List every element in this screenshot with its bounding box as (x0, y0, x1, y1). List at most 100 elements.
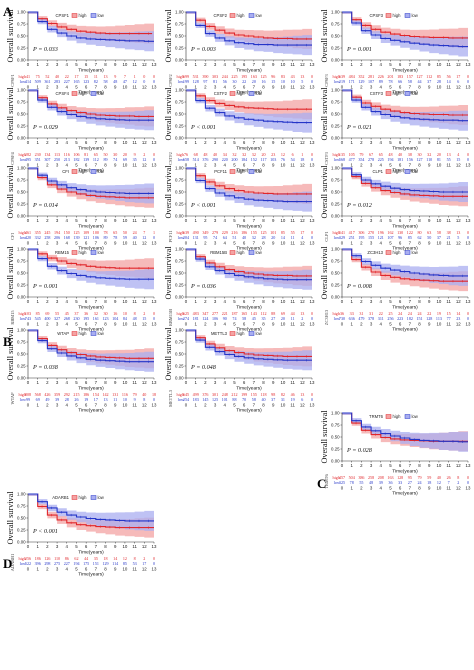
legend-gene-name: WTAP (57, 331, 69, 336)
risk-count-low: 30 (232, 79, 236, 84)
risk-count-low: 151 (93, 561, 99, 566)
risk-count-high: 52 (45, 74, 49, 79)
km-panel-cfi: 0.000.250.500.751.000 1 2 3 4 5 6 7 8 9 10 11 12 13Ti… (6, 165, 157, 252)
x-tick-label: 4 (66, 140, 69, 145)
x-tick-label: 7 (409, 140, 412, 145)
x-tick-label: 0 (27, 62, 30, 67)
risk-count-high: 541 (339, 230, 345, 235)
legend-label-high: high (393, 414, 402, 419)
risk-count-high: 154 (93, 392, 99, 397)
x-tick-label: 6 (243, 140, 246, 145)
x-tick-label: 2 (46, 140, 49, 145)
y-tick-label: 0.25 (17, 364, 26, 369)
risk-count-low: 55 (447, 157, 451, 162)
risk-x-tick-label: 5 (75, 241, 78, 246)
risk-x-tick-label: 12 (456, 322, 461, 327)
risk-count-low: 325 (339, 480, 345, 485)
y-tick-label: 0.00 (17, 540, 26, 545)
risk-count-low: 145 (202, 397, 208, 402)
risk-count-low: 376 (202, 157, 208, 162)
x-tick-label: 0 (27, 380, 30, 385)
legend-swatch-low (248, 331, 255, 336)
x-tick-label: 4 (224, 218, 227, 223)
risk-count-high: 150 (64, 230, 70, 235)
legend-label-low: low (256, 169, 263, 174)
x-tick-label: 3 (370, 299, 373, 304)
risk-x-tick-label: 10 (122, 567, 127, 572)
risk-row-label-low: low (178, 397, 184, 402)
x-tick-label: 2 (46, 62, 49, 67)
risk-count-high: 81 (84, 152, 88, 157)
x-tick-label: 12 (300, 299, 305, 304)
risk-count-high: 130 (397, 230, 403, 235)
ci-band-low (342, 12, 468, 58)
risk-x-tick-label: 7 (95, 567, 98, 572)
y-axis-title: Overall survival (6, 491, 15, 545)
risk-count-high: 195 (241, 74, 247, 79)
risk-x-tick-label: 13 (466, 486, 471, 491)
risk-count-low: 327 (54, 316, 60, 321)
risk-count-low: 0 (153, 316, 155, 321)
risk-count-high: 292 (64, 392, 70, 397)
x-tick-label: 0 (341, 62, 344, 67)
x-axis-title: Time(years) (392, 305, 418, 311)
x-tick-label: 5 (389, 299, 392, 304)
legend-gene-name: ADARB1 (52, 495, 69, 500)
risk-x-tick-label: 7 (253, 403, 256, 408)
x-tick-label: 4 (66, 62, 69, 67)
x-tick-label: 7 (409, 62, 412, 67)
risk-x-tick-label: 5 (389, 163, 392, 168)
p-value: P = 0.014 (32, 202, 58, 209)
risk-count-high: 88 (271, 311, 275, 316)
x-tick-label: 4 (380, 140, 383, 145)
x-tick-label: 11 (290, 140, 295, 145)
risk-count-low: 12 (142, 157, 146, 162)
risk-count-low: 124 (202, 316, 208, 321)
risk-row-label-low: low (178, 316, 184, 321)
legend-swatch-low (90, 331, 97, 336)
legend-label-high: high (393, 169, 402, 174)
risk-x-tick-label: 10 (436, 163, 441, 168)
x-tick-label: 11 (132, 218, 137, 223)
risk-count-low: 74 (113, 157, 117, 162)
y-tick-label: 0.25 (331, 46, 340, 51)
x-tick-label: 10 (436, 299, 441, 304)
risk-row-label-high: high (177, 392, 185, 397)
legend: ZC3H13 high low (367, 250, 418, 255)
risk-count-low: 22 (242, 79, 246, 84)
risk-x-tick-label: 4 (224, 322, 227, 327)
risk-count-low: 0 (153, 157, 155, 162)
risk-count-high: 349 (202, 230, 208, 235)
risk-count-low: 104 (112, 316, 118, 321)
x-tick-label: 0 (341, 140, 344, 145)
risk-row-label-low: low (20, 397, 26, 402)
risk-x-tick-label: 2 (204, 85, 207, 90)
risk-count-high: 126 (44, 556, 50, 561)
risk-count-low: 0 (467, 235, 469, 240)
risk-count-high: 281 (368, 74, 374, 79)
legend-label-high: high (79, 331, 88, 336)
risk-row-label-low: low (334, 480, 340, 485)
x-tick-label: 9 (114, 62, 117, 67)
legend-gene-name: RBM15 (55, 250, 70, 255)
risk-x-tick-label: 1 (350, 322, 353, 327)
risk-count-high: 69 (45, 311, 49, 316)
x-tick-label: 8 (104, 380, 107, 385)
risk-count-low: 50 (427, 235, 431, 240)
risk-count-high: 201 (387, 74, 393, 79)
risk-x-tick-label: 1 (350, 85, 353, 90)
risk-count-low: 743 (25, 316, 31, 321)
risk-count-low: 121 (378, 235, 384, 240)
risk-x-tick-label: 0 (27, 322, 30, 327)
risk-x-tick-label: 0 (27, 403, 30, 408)
risk-count-low: 298 (44, 561, 50, 566)
km-curve-high (186, 89, 312, 110)
risk-x-tick-label: 8 (104, 163, 107, 168)
x-axis-title: Time(years) (78, 146, 104, 152)
risk-count-low: 400 (44, 316, 50, 321)
risk-x-tick-label: 2 (360, 486, 363, 491)
risk-count-low: 49 (45, 397, 49, 402)
risk-count-high: 44 (291, 311, 295, 316)
y-tick-label: 1.00 (331, 166, 340, 171)
risk-x-tick-label: 2 (204, 241, 207, 246)
